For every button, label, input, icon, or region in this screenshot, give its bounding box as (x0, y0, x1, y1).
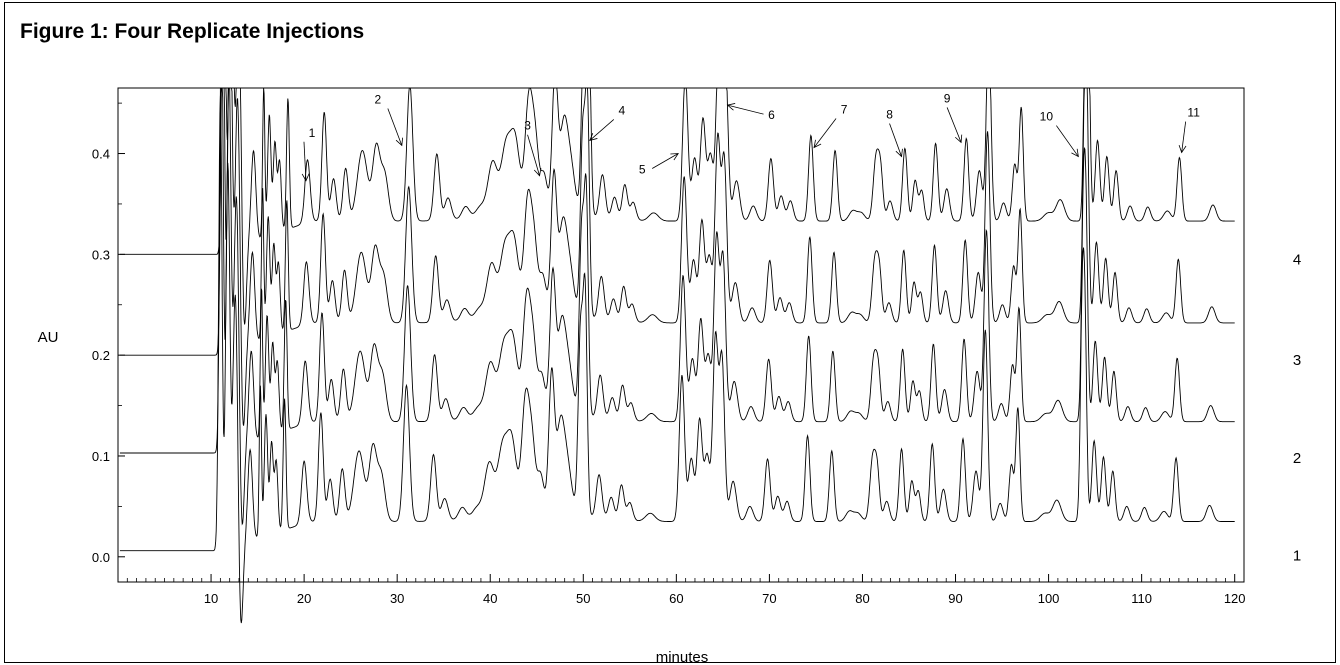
peak-annotation-label: 9 (944, 91, 951, 105)
peak-annotation-label: 7 (841, 102, 848, 116)
y-axis: 0.0 0.1 0.2 0.3 0.4 (92, 102, 125, 565)
peak-annotation-label: 6 (768, 108, 775, 122)
annotation-arrowhead (589, 133, 598, 142)
y-tick-label: 0.2 (92, 348, 110, 363)
annotation-arrow (303, 141, 307, 181)
peak-annotation-label: 2 (374, 92, 381, 106)
peak-annotation-label: 10 (1040, 110, 1054, 124)
annotation-arrowhead (395, 137, 404, 147)
trace-line (119, 87, 1235, 426)
annotation-arrowhead (954, 134, 963, 144)
peak-annotations: 1 2 3 4 5 6 7 8 9 10 11 (301, 91, 1200, 182)
trace-label: 3 (1293, 352, 1301, 369)
annotation-arrowhead (670, 153, 679, 161)
x-tick-label: 10 (204, 591, 218, 606)
figure-title: Figure 1: Four Replicate Injections (20, 20, 365, 43)
peak-annotation-label: 11 (1187, 106, 1200, 120)
annotation-arrow (589, 119, 615, 141)
x-tick-label: 20 (297, 591, 311, 606)
trace-labels: 1 2 3 4 (1293, 251, 1301, 564)
y-tick-label: 0.1 (92, 449, 110, 464)
trace-line (119, 95, 1235, 624)
x-tick-label: 110 (1131, 591, 1152, 606)
trace-label: 1 (1293, 548, 1301, 565)
y-tick-label: 0.3 (92, 247, 110, 262)
trace-group (119, 87, 1235, 624)
figure-frame (4, 2, 1336, 663)
annotation-arrow (652, 153, 679, 169)
x-tick-label: 80 (855, 591, 869, 606)
annotation-arrowhead (1071, 148, 1079, 158)
x-tick-label: 90 (948, 591, 962, 606)
trace-label: 4 (1293, 251, 1301, 268)
x-axis-label: minutes (656, 649, 709, 665)
peak-annotation-label: 4 (618, 103, 625, 117)
annotation-arrow (387, 108, 403, 146)
annotation-arrow (527, 134, 540, 176)
peak-annotation-label: 5 (639, 163, 646, 177)
annotation-arrowhead (895, 148, 903, 158)
trace-label: 2 (1293, 450, 1301, 467)
y-tick-label: 0.0 (92, 550, 110, 565)
annotation-arrow (813, 118, 837, 148)
y-tick-label: 0.4 (92, 147, 110, 162)
x-axis: 10 20 30 40 50 60 70 80 90 100 110 120 (204, 574, 1246, 606)
x-tick-label: 30 (390, 591, 404, 606)
trace-line (119, 87, 1235, 526)
annotation-arrow (946, 107, 962, 143)
annotation-arrow (889, 123, 902, 157)
annotation-arrow (1181, 121, 1187, 153)
annotation-arrowhead (1178, 145, 1187, 154)
annotation-arrow (1056, 125, 1079, 157)
x-tick-label: 50 (576, 591, 590, 606)
y-axis-label: AU (38, 329, 59, 346)
annotation-arrowhead (726, 103, 736, 111)
x-tick-label: 100 (1038, 591, 1060, 606)
x-tick-label: 70 (762, 591, 776, 606)
annotation-arrowhead (813, 139, 822, 149)
peak-annotation-label: 1 (309, 126, 316, 140)
x-tick-label: 60 (669, 591, 683, 606)
x-tick-label: 40 (483, 591, 497, 606)
plot-area-border (117, 87, 1245, 583)
peak-annotation-label: 3 (524, 119, 531, 133)
peak-annotation-label: 8 (886, 108, 893, 122)
x-minor-ticks (126, 578, 1226, 582)
x-tick-label: 120 (1224, 591, 1246, 606)
annotation-arrowhead (533, 167, 542, 177)
annotation-arrow (727, 104, 764, 115)
annotation-arrowhead (301, 173, 310, 182)
